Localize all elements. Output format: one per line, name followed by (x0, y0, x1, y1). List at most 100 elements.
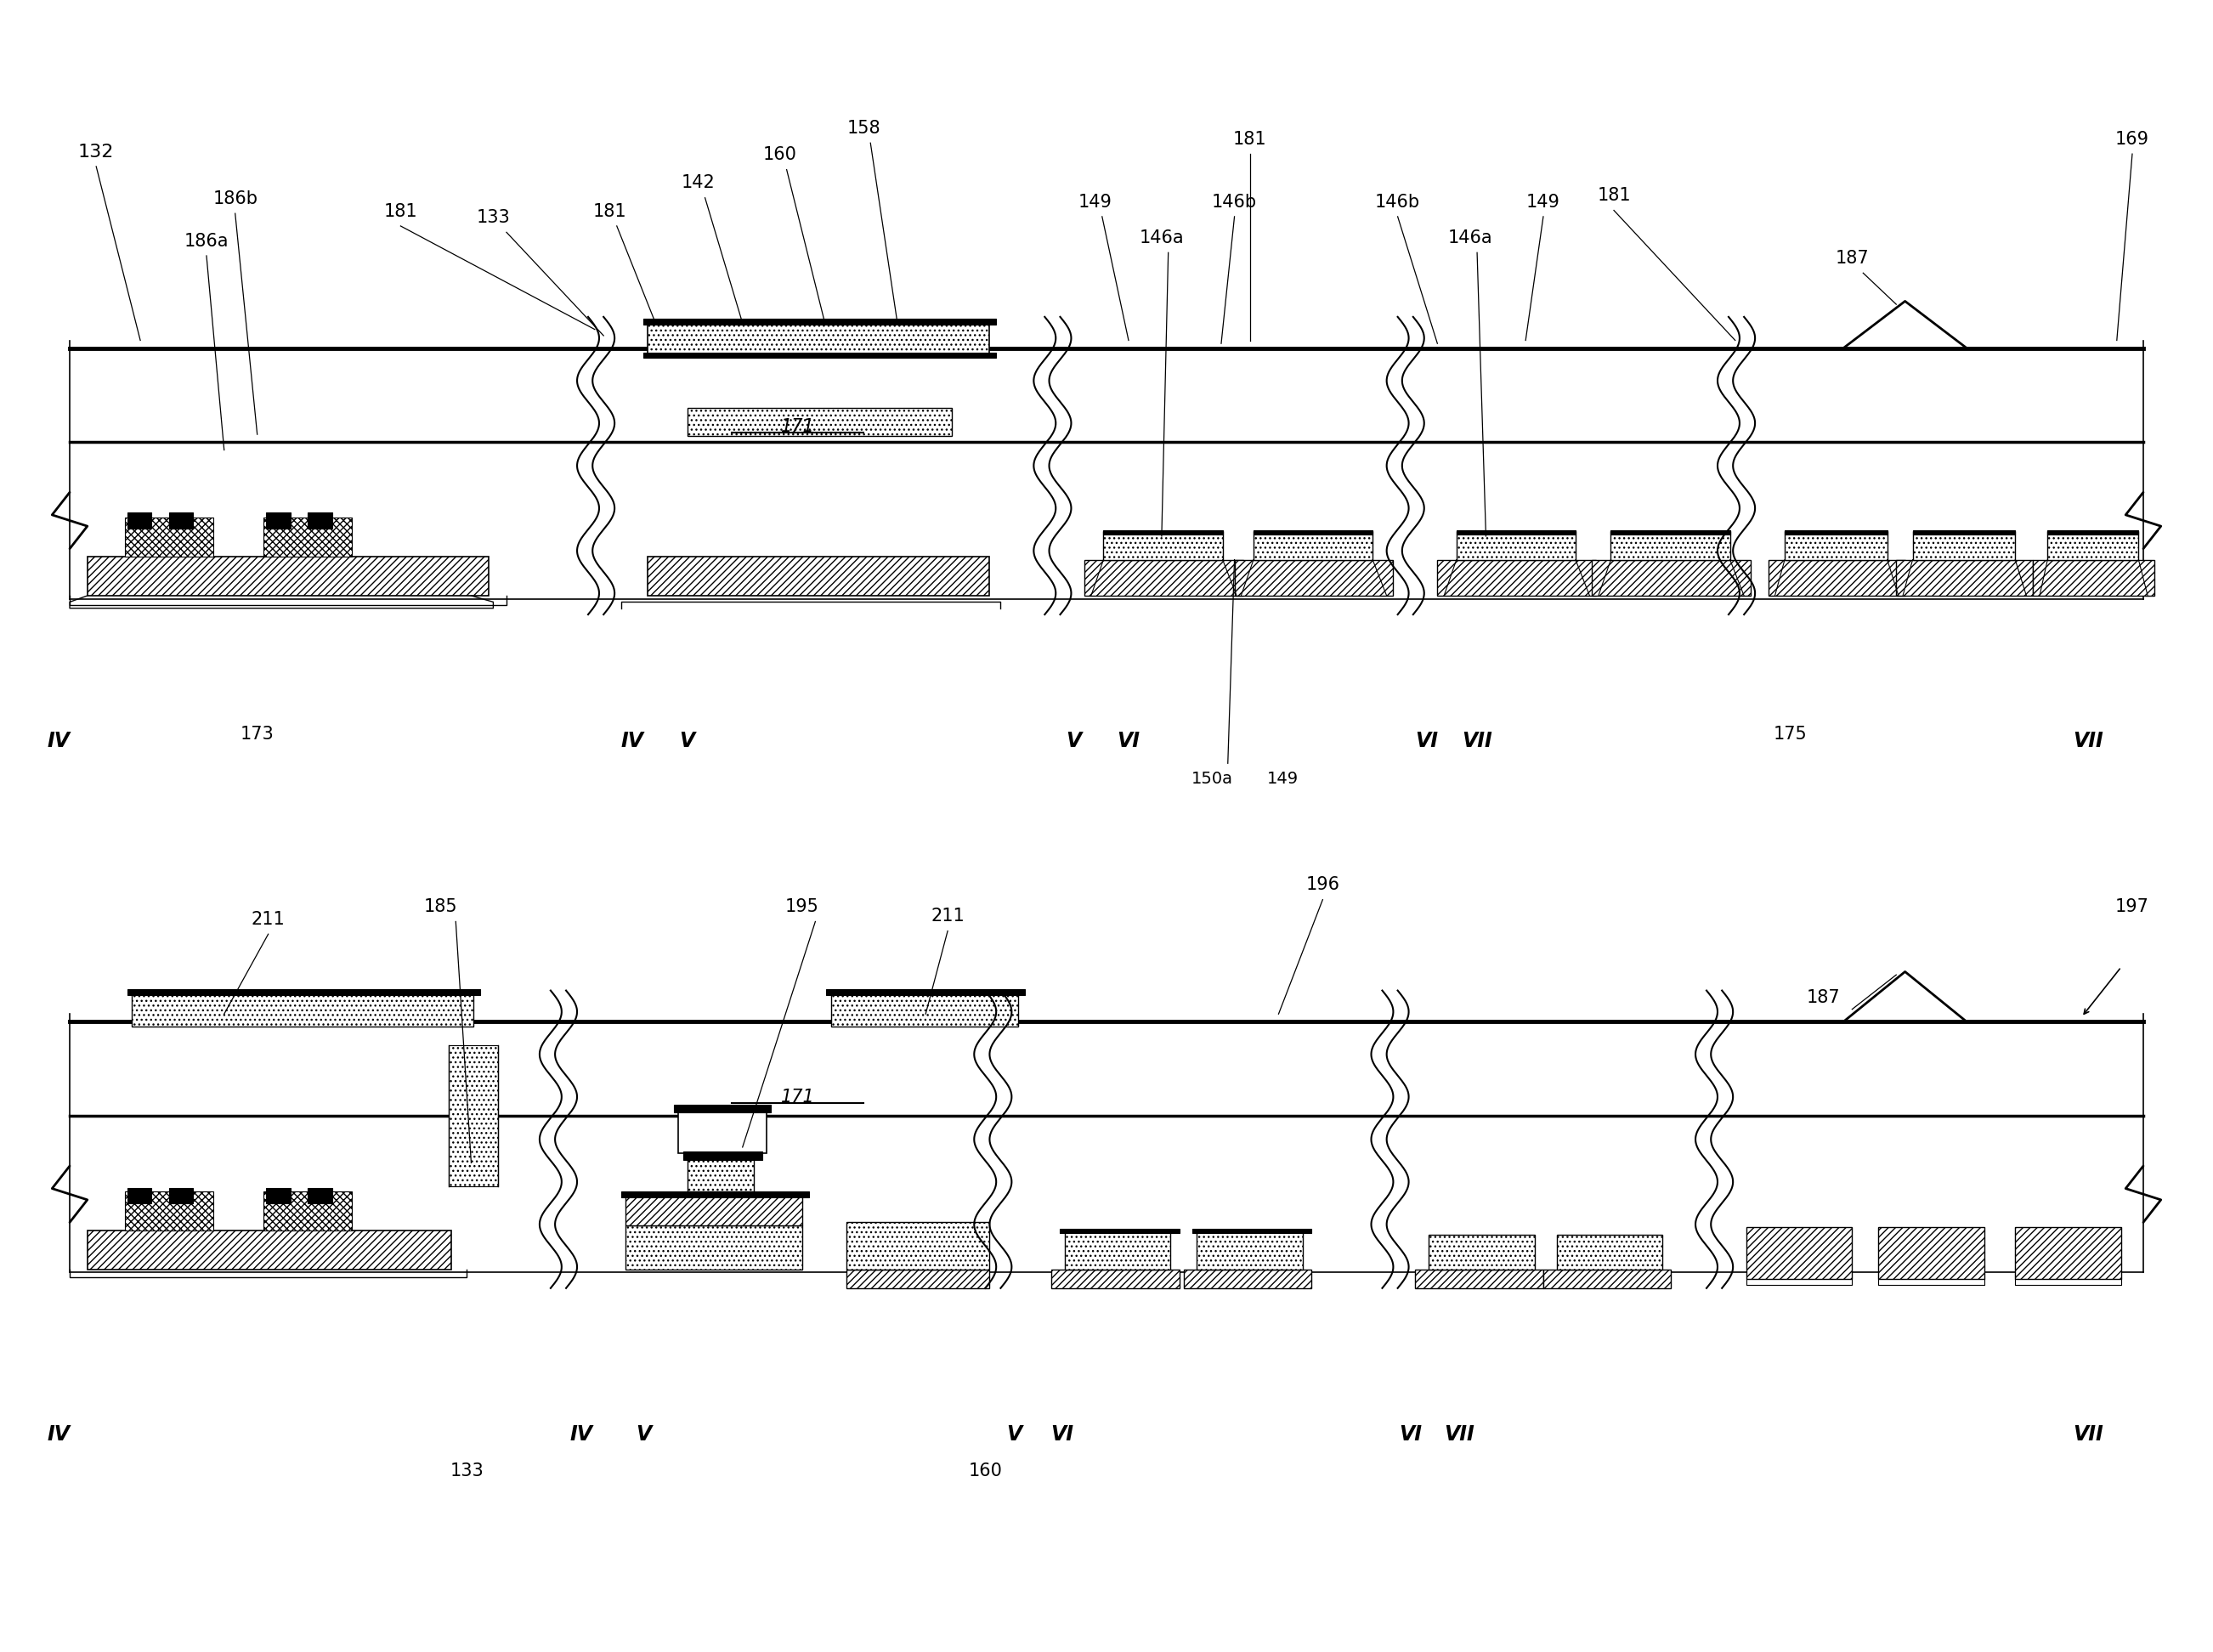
Bar (86, 1231, 451, 1269)
Text: 187: 187 (1835, 249, 1870, 266)
Bar (1611, 532, 1731, 560)
Bar (308, 512, 332, 529)
Bar (1542, 1269, 1671, 1289)
Bar (1438, 560, 1596, 596)
Text: VII: VII (1445, 1424, 1474, 1446)
Bar (648, 557, 989, 596)
Text: 146b: 146b (1374, 193, 1421, 210)
Text: 133: 133 (449, 1462, 485, 1479)
Text: 146b: 146b (1213, 193, 1257, 210)
Bar (1104, 530, 1222, 535)
Bar (126, 1188, 150, 1204)
Text: VI: VI (1118, 730, 1140, 750)
Bar (1556, 1236, 1662, 1269)
Bar (266, 512, 290, 529)
Bar (1591, 560, 1750, 596)
Bar (675, 1105, 770, 1113)
Text: 197: 197 (2116, 899, 2149, 915)
Text: 211: 211 (932, 907, 965, 925)
Text: 195: 195 (786, 899, 819, 915)
Bar (2047, 530, 2138, 535)
Text: 186a: 186a (184, 233, 228, 249)
Bar (679, 1110, 766, 1153)
Bar (2047, 532, 2138, 560)
Text: 171: 171 (781, 1089, 814, 1105)
Bar (168, 1188, 193, 1204)
Text: IV: IV (622, 730, 644, 750)
Bar (626, 1194, 801, 1226)
Text: 142: 142 (682, 175, 715, 192)
Text: V: V (635, 1424, 651, 1446)
Text: VI: VI (1399, 1424, 1423, 1446)
Bar (1746, 1227, 1852, 1279)
Bar (1912, 530, 2016, 535)
Bar (1084, 560, 1244, 596)
Text: 133: 133 (476, 210, 511, 226)
Text: 149: 149 (1268, 771, 1299, 786)
Bar (1104, 532, 1222, 560)
Bar (644, 319, 996, 325)
Bar (1879, 1227, 1985, 1279)
Text: 146a: 146a (1140, 230, 1184, 246)
Text: 175: 175 (1773, 725, 1808, 743)
Text: 173: 173 (241, 725, 274, 743)
Text: 185: 185 (423, 899, 458, 915)
Bar (263, 1191, 352, 1231)
Bar (1253, 532, 1372, 560)
Text: 187: 187 (1806, 990, 1841, 1006)
Bar (830, 993, 1018, 1026)
Text: 181: 181 (1598, 187, 1631, 205)
Text: 160: 160 (763, 147, 797, 164)
Bar (1912, 532, 2016, 560)
Bar (644, 354, 996, 357)
Bar (126, 990, 480, 995)
Bar (1060, 1229, 1180, 1234)
Bar (124, 517, 212, 557)
Text: VII: VII (2074, 1424, 2102, 1446)
Bar (263, 517, 352, 557)
Bar (1768, 560, 1905, 596)
Text: IV: IV (46, 1424, 71, 1446)
Text: VII: VII (1463, 730, 1492, 750)
Text: VI: VI (1051, 1424, 1073, 1446)
Bar (449, 1046, 498, 1186)
Bar (845, 1269, 989, 1289)
Text: 169: 169 (2116, 131, 2149, 147)
Bar (688, 408, 952, 436)
Bar (126, 512, 150, 529)
Text: V: V (1067, 730, 1082, 750)
Text: 158: 158 (848, 119, 881, 137)
Bar (168, 512, 193, 529)
Text: 160: 160 (969, 1462, 1002, 1479)
Bar (2034, 560, 2153, 596)
Bar (308, 1188, 332, 1204)
Bar (684, 1151, 761, 1160)
Bar (124, 1191, 212, 1231)
Bar (1456, 532, 1576, 560)
Bar (131, 993, 474, 1026)
Text: 181: 181 (1233, 131, 1266, 147)
Bar (1784, 530, 1888, 535)
Bar (1193, 1229, 1312, 1234)
Bar (1064, 1231, 1171, 1269)
Text: 171: 171 (781, 418, 814, 434)
Bar (622, 1191, 808, 1198)
Text: IV: IV (571, 1424, 593, 1446)
Bar (648, 322, 989, 357)
Text: 211: 211 (252, 910, 285, 928)
Text: 186b: 186b (212, 190, 257, 206)
Bar (2016, 1227, 2122, 1279)
Text: 149: 149 (1078, 193, 1113, 210)
Text: 181: 181 (383, 203, 418, 220)
Text: V: V (1007, 1424, 1022, 1446)
Text: 150a: 150a (1191, 771, 1233, 786)
Bar (86, 557, 489, 596)
Text: 196: 196 (1306, 876, 1339, 894)
Bar (688, 1156, 755, 1191)
Bar (1611, 530, 1731, 535)
Bar (825, 990, 1025, 995)
Bar (1235, 560, 1394, 596)
Text: 149: 149 (1527, 193, 1560, 210)
Text: 181: 181 (593, 203, 626, 220)
Bar (1253, 530, 1372, 535)
